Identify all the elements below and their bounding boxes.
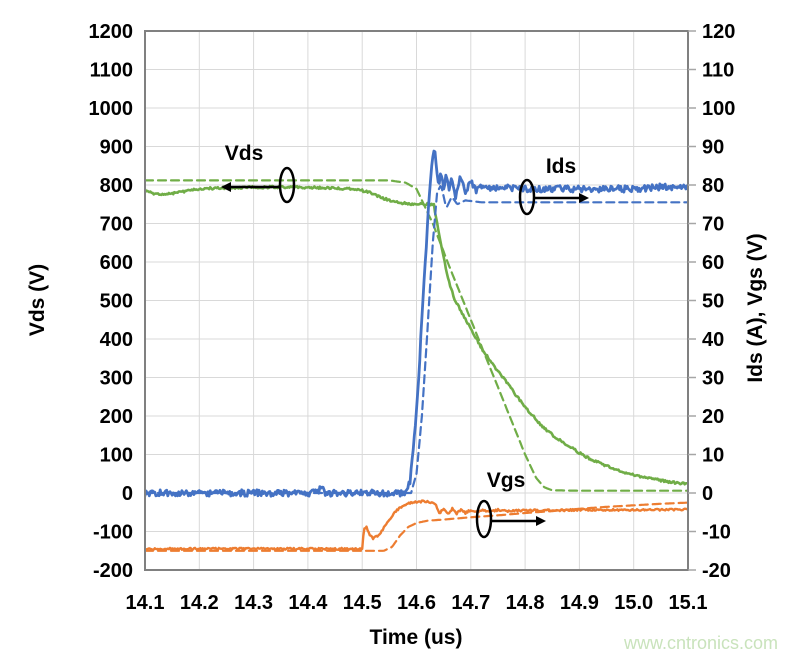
vds-dashed-curve (145, 179, 688, 492)
x-tick-label: 15.1 (669, 592, 708, 614)
y-left-tick-label: 300 (100, 368, 133, 390)
x-tick-label: 14.4 (288, 592, 328, 614)
x-tick-label: 14.7 (451, 592, 490, 614)
y-right-tick-label: 60 (702, 252, 724, 274)
vds-annotation: Vds (221, 142, 296, 204)
axis-ticks (688, 30, 696, 571)
y-right-tick-label: 10 (702, 445, 724, 467)
x-tick-label: 14.9 (560, 592, 599, 614)
x-tick-label: 14.1 (126, 592, 165, 614)
y-left-tick-label: 0 (122, 483, 133, 505)
y-left-tick-label: 900 (100, 137, 133, 159)
y-right-tick-label: 30 (702, 368, 724, 390)
ids-dashed-curve (145, 185, 688, 495)
y-left-tick-label: 1000 (89, 98, 134, 120)
y-left-tick-label: 1200 (89, 21, 134, 43)
vgs-annotation: Vgs (475, 469, 546, 539)
x-tick-label: 14.8 (506, 592, 545, 614)
waveform-curves (145, 149, 688, 552)
vds-annotation-arrowhead (221, 182, 231, 192)
x-tick-label: 15.0 (614, 592, 653, 614)
y-right-axis-title: Ids (A), Vgs (V) (744, 233, 767, 382)
y-right-tick-label: 0 (702, 483, 713, 505)
y-right-tick-label: 90 (702, 137, 724, 159)
y-left-axis-title: Vds (V) (26, 264, 49, 336)
y-left-tick-label: 100 (100, 445, 133, 467)
y-right-tick-label: -20 (702, 560, 731, 582)
y-right-tick-label: 100 (702, 98, 735, 120)
x-axis-title: Time (us) (370, 626, 463, 649)
vgs-dashed-curve (145, 501, 688, 552)
ids-annotation-label: Ids (546, 155, 576, 178)
vgs-annotation-arrowhead (536, 516, 546, 526)
y-left-tick-label: 600 (100, 252, 133, 274)
y-left-tick-label: -200 (93, 560, 133, 582)
y-right-tick-label: -10 (702, 522, 731, 544)
y-right-tick-label: 70 (702, 214, 724, 236)
y-left-tick-label: 500 (100, 291, 133, 313)
x-tick-label: 14.5 (343, 592, 382, 614)
ids-annotation: Ids (518, 155, 589, 216)
watermark-text: www.cntronics.com (623, 633, 778, 653)
y-right-tick-label: 50 (702, 291, 724, 313)
curve-annotations: Vds Ids Vgs (221, 142, 589, 539)
vds-solid-curve (145, 184, 688, 486)
vgs-annotation-label: Vgs (487, 469, 526, 492)
vds-annotation-label: Vds (225, 142, 264, 165)
y-right-tick-label: 110 (702, 60, 734, 82)
axis-tick-labels: 1200110010009008007006005004003002001000… (89, 21, 736, 614)
y-right-tick-label: 20 (702, 406, 724, 428)
y-right-tick-label: 80 (702, 175, 724, 197)
y-right-tick-label: 120 (702, 21, 735, 43)
x-tick-label: 14.6 (397, 592, 436, 614)
vgs-annotation-ellipse (475, 499, 493, 539)
y-left-tick-label: 800 (100, 175, 133, 197)
y-left-tick-label: 400 (100, 329, 133, 351)
vds-annotation-ellipse (278, 166, 296, 204)
y-left-tick-label: 1100 (90, 60, 133, 82)
x-tick-label: 14.2 (180, 592, 219, 614)
ids-annotation-arrowhead (579, 193, 589, 203)
y-right-tick-label: 40 (702, 329, 724, 351)
ids-annotation-ellipse (518, 178, 536, 216)
gridlines (145, 31, 688, 570)
x-tick-label: 14.3 (234, 592, 273, 614)
y-left-tick-label: 700 (100, 214, 133, 236)
y-left-tick-label: -100 (93, 522, 133, 544)
vgs-solid-curve (145, 499, 688, 551)
y-left-tick-label: 200 (100, 406, 133, 428)
